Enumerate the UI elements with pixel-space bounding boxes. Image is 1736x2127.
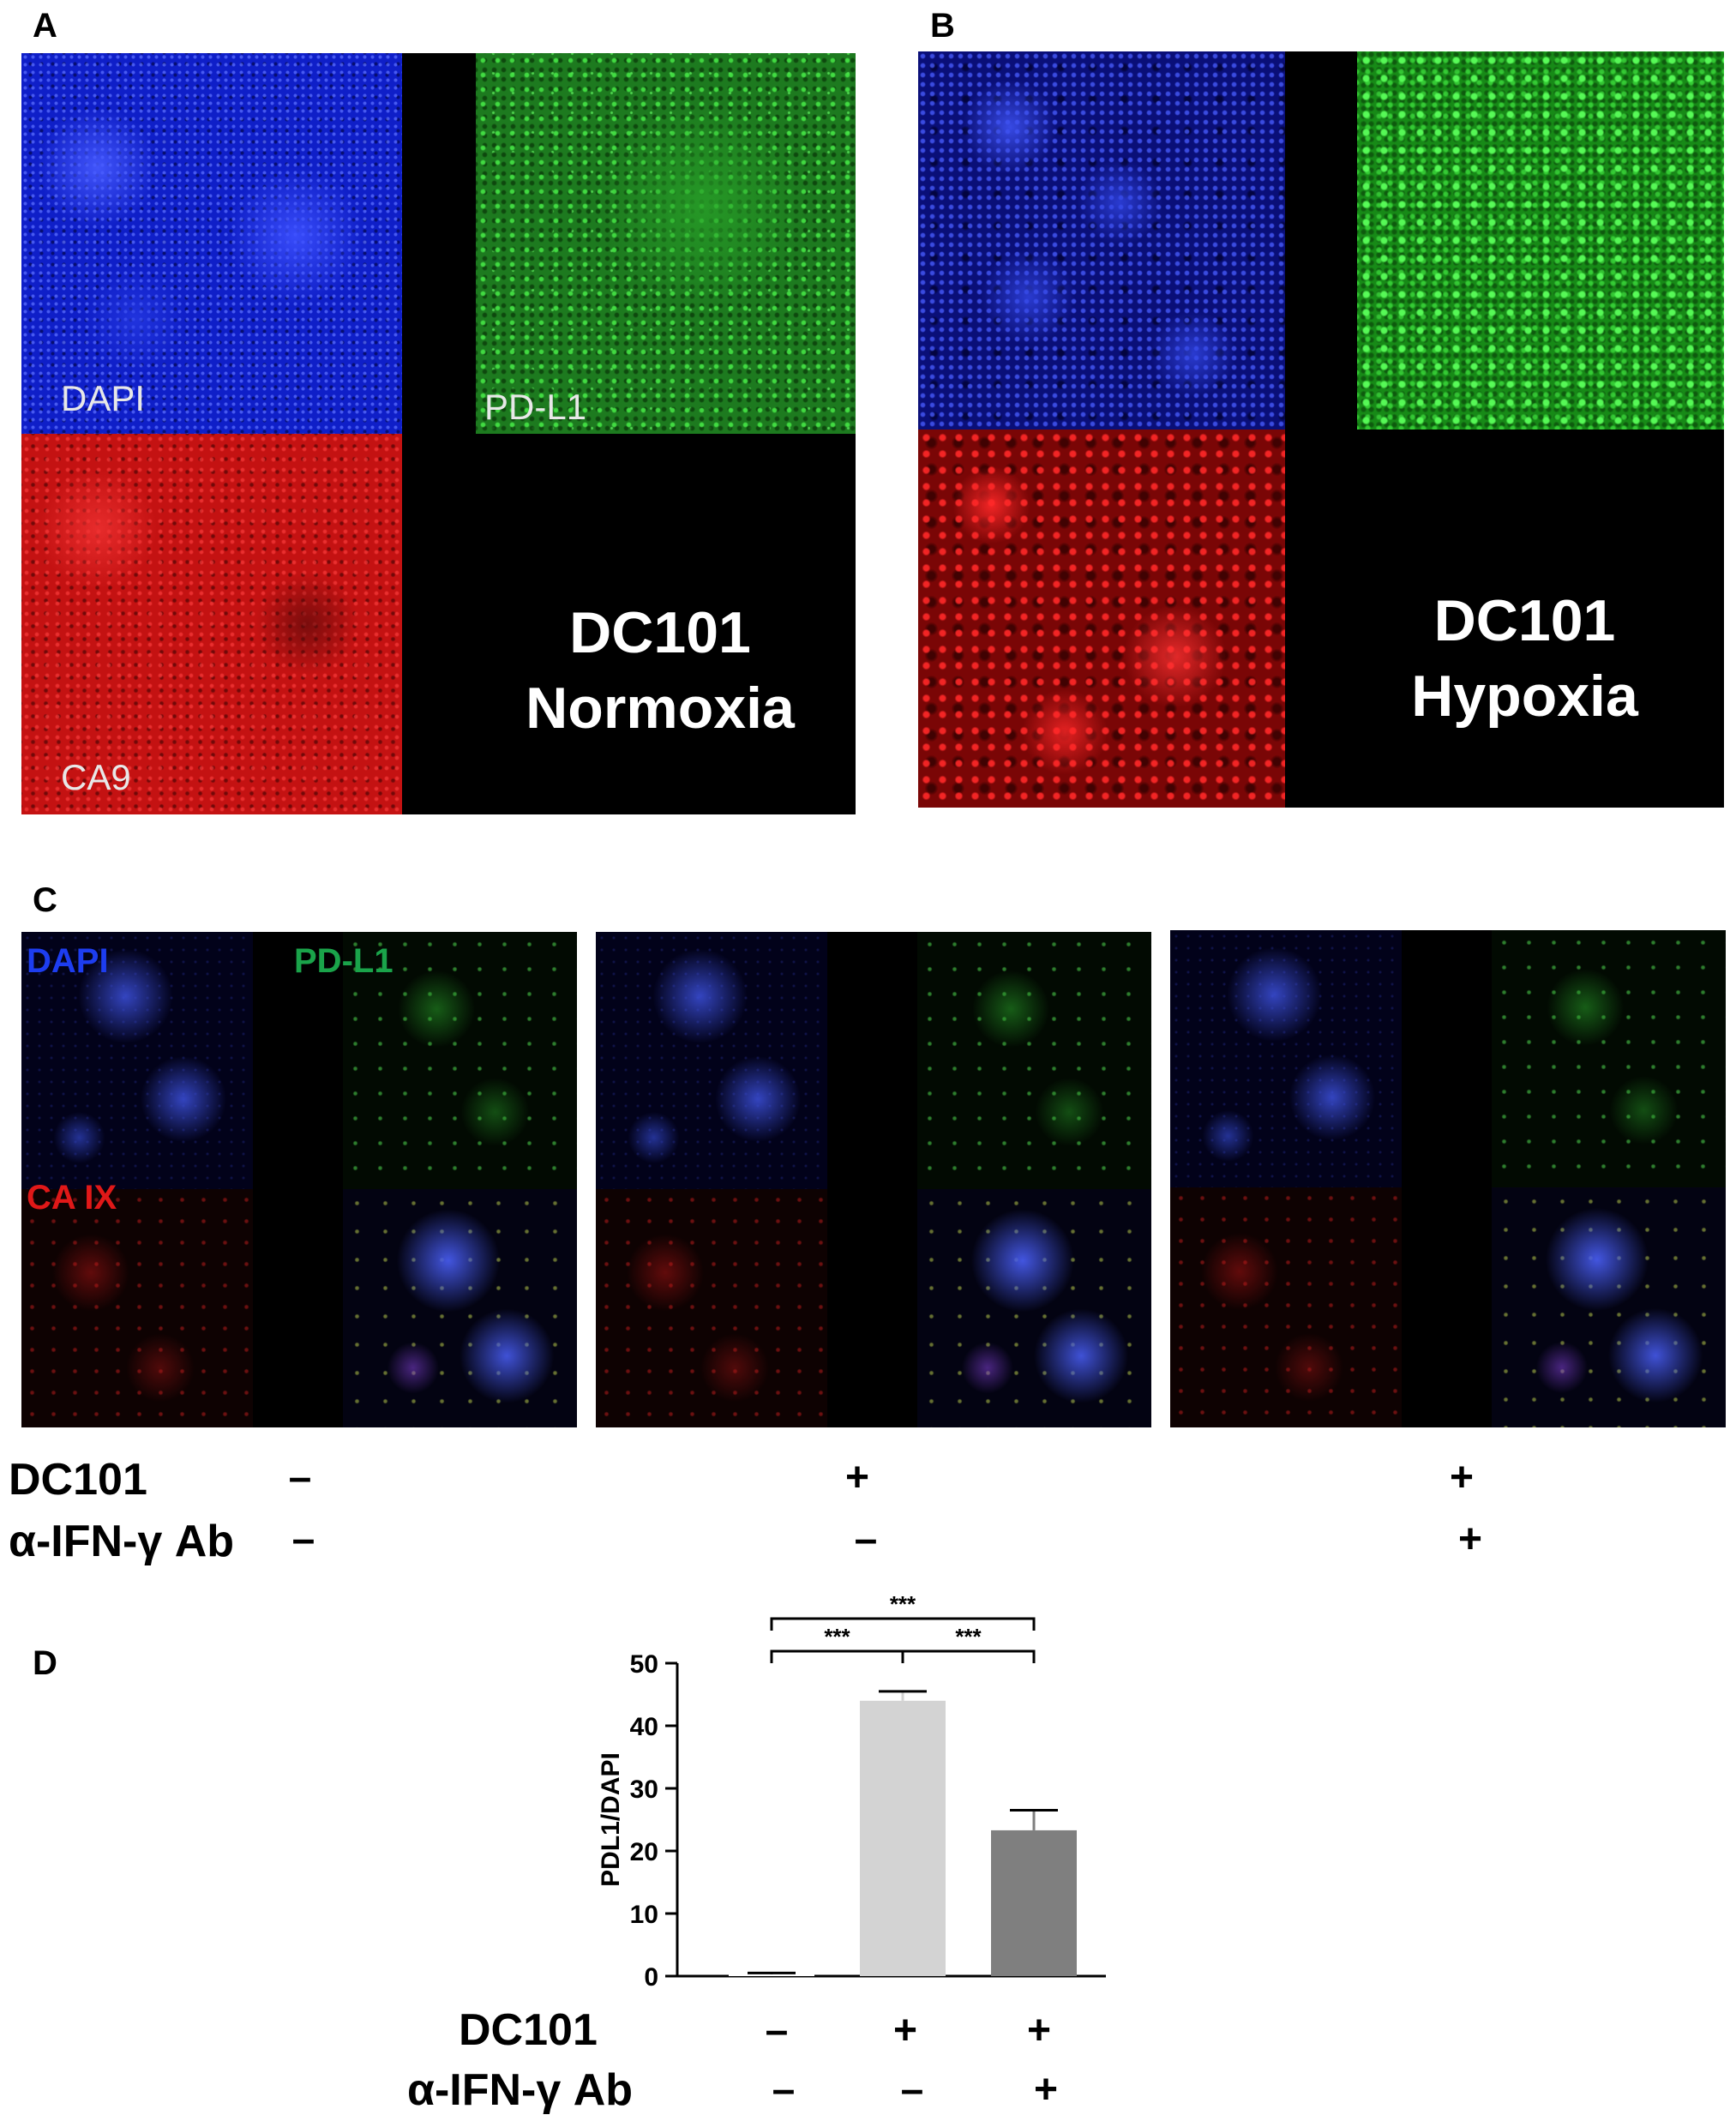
panel-c2-caix-image — [596, 1189, 827, 1427]
bar-chart: 0 10 20 30 40 50 *** *** *** PDL1/DAPI — [597, 1591, 1106, 1992]
panel-c-dc101-sign-3: + — [1449, 1455, 1475, 1500]
y-axis-label: PDL1/DAPI — [597, 1752, 625, 1887]
y-tick-label: 50 — [630, 1650, 658, 1679]
panel-c-dc101-label: DC101 — [9, 1455, 147, 1505]
panel-letter-c: C — [33, 881, 57, 919]
panel-b-title-line2: Hypoxia — [1411, 664, 1638, 730]
panel-c3-pdl1-image — [1492, 930, 1726, 1187]
panel-c-dapi-label: DAPI — [27, 942, 109, 980]
significance-label-2: *** — [955, 1624, 982, 1649]
panel-c-dc101-sign-1: – — [288, 1455, 312, 1500]
panel-c-ifn-sign-2: – — [854, 1517, 878, 1562]
panel-a-title-line2: Normoxia — [526, 676, 795, 742]
panel-d-dc101-sign-2: + — [892, 2008, 918, 2053]
panel-c-ifn-sign-1: – — [291, 1517, 315, 1562]
bar-2 — [860, 1700, 946, 1976]
panel-d-ifn-sign-2: – — [900, 2067, 924, 2112]
y-tick-label: 40 — [630, 1713, 658, 1741]
panel-a-ca9-label: CA9 — [61, 757, 131, 797]
panel-c1-pdl1-image — [343, 932, 577, 1189]
bar-1 — [729, 1974, 814, 1976]
panel-a-figure: DAPI PD-L1 CA9 DC101 Normoxia — [21, 53, 856, 814]
significance-bracket-2: *** — [901, 1624, 1036, 1663]
panel-a-dapi-image: DAPI — [21, 53, 402, 434]
panel-d-dc101-label: DC101 — [459, 2005, 598, 2055]
panel-a-pdl1-label: PD-L1 — [484, 387, 587, 427]
significance-label-1: *** — [824, 1624, 850, 1649]
panel-c1-caix-image — [21, 1189, 253, 1427]
panel-d-dc101-sign-3: + — [1026, 2008, 1052, 2053]
significance-label-3: *** — [890, 1591, 916, 1617]
bar-3 — [991, 1830, 1077, 1976]
panel-c-group-2 — [596, 932, 1151, 1427]
panel-letter-b: B — [930, 7, 955, 45]
y-tick-label: 0 — [644, 1963, 658, 1992]
y-tick-label: 20 — [630, 1838, 658, 1866]
panel-c3-dapi-image — [1170, 930, 1402, 1187]
y-tick-label: 10 — [630, 1901, 658, 1929]
panel-letter-a: A — [33, 7, 57, 45]
panel-c3-caix-image — [1170, 1187, 1402, 1427]
significance-bracket-1: *** — [770, 1624, 904, 1663]
panel-b-figure: DC101 Hypoxia — [918, 51, 1724, 808]
panel-c-group-3 — [1170, 930, 1726, 1427]
panel-a-ca9-image: CA9 — [21, 434, 402, 814]
panel-c2-pdl1-image — [917, 932, 1151, 1189]
panel-d-ifn-sign-1: – — [772, 2067, 796, 2112]
panel-b-title-line1: DC101 — [1433, 588, 1616, 653]
panel-d-ifn-label: α-IFN-γ Ab — [407, 2065, 634, 2115]
panel-a-pdl1-image: PD-L1 — [476, 53, 856, 434]
bars — [729, 1690, 1077, 1976]
panel-c3-merge-image — [1492, 1187, 1726, 1427]
panel-a-title-line1: DC101 — [569, 600, 751, 665]
panel-c-dc101-sign-2: + — [844, 1455, 870, 1500]
panel-b-condition-title: DC101 Hypoxia — [1330, 583, 1720, 735]
panel-c-ifn-label: α-IFN-γ Ab — [9, 1517, 235, 1566]
panel-b-dapi-image — [918, 51, 1285, 430]
significance-bracket-3: *** — [770, 1591, 1036, 1631]
panel-c1-dapi-image — [21, 932, 253, 1189]
significance-brackets: *** *** *** — [770, 1591, 1036, 1663]
panel-c-ifn-sign-3: + — [1457, 1517, 1483, 1562]
panel-a-condition-title: DC101 Normoxia — [467, 595, 853, 747]
panel-c-pdl1-label: PD-L1 — [294, 942, 393, 980]
y-ticks: 0 10 20 30 40 50 — [630, 1650, 677, 1992]
panel-b-pdl1-image — [1357, 51, 1724, 430]
panel-d-ifn-sign-3: + — [1033, 2067, 1059, 2112]
panel-d-dc101-sign-1: – — [765, 2008, 789, 2053]
y-tick-label: 30 — [630, 1776, 658, 1804]
panel-c2-merge-image — [917, 1189, 1151, 1427]
panel-c1-merge-image — [343, 1189, 577, 1427]
panel-letter-d: D — [33, 1644, 57, 1682]
panel-c-group-1: DAPI PD-L1 CA IX — [21, 932, 577, 1427]
panel-a-dapi-label: DAPI — [61, 378, 146, 418]
panel-c-caix-label: CA IX — [27, 1179, 117, 1217]
panel-b-ca9-image — [918, 430, 1285, 808]
panel-c2-dapi-image — [596, 932, 827, 1189]
